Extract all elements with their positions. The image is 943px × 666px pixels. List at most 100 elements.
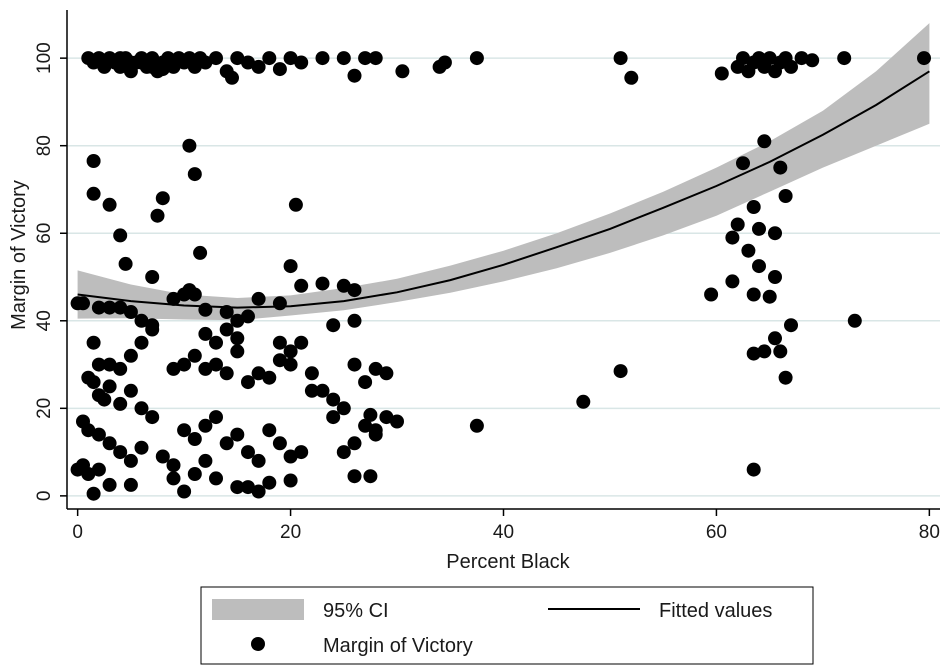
data-point [241, 480, 255, 495]
data-point [730, 217, 745, 232]
data-point [294, 335, 309, 350]
data-point [704, 287, 719, 302]
legend-point-swatch [251, 637, 265, 651]
data-point [336, 445, 351, 460]
data-point [198, 55, 213, 70]
data-point [209, 357, 223, 372]
data-point [347, 357, 362, 372]
data-point [746, 287, 761, 302]
data-point [123, 348, 138, 363]
data-point [294, 278, 309, 293]
data-point [437, 55, 452, 70]
data-point [768, 270, 782, 284]
data-point [272, 335, 287, 350]
data-point [155, 62, 170, 77]
data-point [123, 383, 138, 398]
data-point [315, 276, 330, 291]
data-point [469, 418, 484, 433]
data-point [805, 53, 820, 68]
data-point [315, 383, 330, 398]
data-point [336, 401, 351, 416]
data-point [262, 51, 277, 66]
data-point [91, 357, 106, 372]
data-point [134, 440, 149, 455]
data-point [917, 51, 931, 66]
data-point [187, 167, 202, 182]
data-point [283, 357, 298, 372]
legend-ci-label: 95% CI [323, 600, 389, 622]
data-point [134, 313, 149, 328]
data-point [91, 462, 106, 477]
data-point [368, 51, 383, 66]
x-axis-title: Percent Black [446, 551, 570, 573]
data-point [145, 59, 160, 74]
data-point [304, 366, 319, 381]
data-point [198, 418, 213, 433]
fitted-line-layer [77, 70, 930, 309]
data-point [187, 467, 202, 481]
data-point [198, 361, 213, 376]
data-point [209, 335, 223, 350]
data-point [272, 436, 287, 451]
data-point [272, 296, 287, 311]
data-point [752, 259, 766, 274]
data-point [123, 305, 138, 319]
x-tick-label: 60 [706, 522, 727, 543]
fitted-line [77, 70, 930, 309]
data-point [91, 427, 106, 442]
data-point [358, 418, 373, 433]
data-point [784, 59, 798, 74]
data-point [97, 392, 112, 407]
data-point [347, 68, 362, 83]
data-point [209, 471, 223, 486]
data-point [155, 449, 170, 464]
data-point [304, 383, 319, 398]
data-point [113, 445, 128, 460]
data-point [288, 197, 303, 212]
data-point [773, 160, 788, 175]
legend: 95% CI Fitted values Margin of Victory [200, 586, 814, 665]
data-point [102, 379, 117, 394]
data-point [193, 245, 208, 260]
data-point [155, 191, 170, 206]
y-tick-label: 20 [34, 398, 55, 419]
x-tick-label: 0 [72, 522, 83, 543]
data-point [209, 51, 223, 66]
data-point [379, 366, 394, 381]
legend-points-label: Margin of Victory [323, 635, 473, 657]
ci-band [77, 23, 930, 321]
data-point [177, 357, 192, 372]
data-point [283, 473, 298, 488]
y-tick-label: 100 [34, 42, 55, 74]
data-point [177, 484, 192, 499]
data-point [326, 410, 341, 425]
y-tick-label: 60 [34, 223, 55, 244]
data-point [624, 70, 639, 85]
data-point [363, 407, 378, 422]
data-point [757, 134, 772, 149]
data-point [368, 423, 383, 438]
data-point [81, 423, 96, 438]
data-point [613, 51, 628, 66]
data-point [746, 200, 761, 214]
data-point [145, 410, 160, 425]
data-point [113, 361, 128, 376]
data-point [778, 189, 793, 203]
x-tick-label: 20 [280, 522, 301, 543]
data-point [123, 55, 138, 70]
data-point [145, 322, 160, 337]
data-point [113, 51, 128, 66]
data-point [736, 156, 750, 171]
data-point [166, 361, 181, 376]
data-point [336, 51, 351, 66]
data-point [134, 55, 149, 70]
data-point [113, 300, 128, 315]
data-point [187, 287, 202, 302]
data-point [390, 414, 404, 429]
data-point [219, 436, 234, 451]
data-point [294, 445, 309, 460]
data-point [363, 469, 378, 484]
data-point [102, 197, 117, 212]
